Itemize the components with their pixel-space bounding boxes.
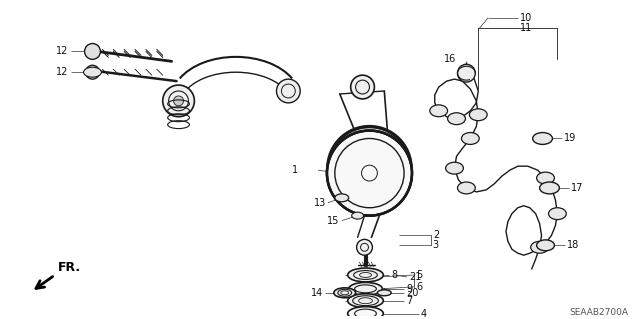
Ellipse shape	[334, 288, 356, 298]
Text: 15: 15	[328, 216, 340, 226]
Text: 13: 13	[314, 198, 326, 208]
Text: 9: 9	[406, 284, 412, 294]
Text: 14: 14	[310, 288, 323, 298]
Ellipse shape	[469, 109, 487, 121]
Circle shape	[356, 239, 372, 255]
Text: 18: 18	[567, 240, 580, 250]
Ellipse shape	[458, 182, 476, 194]
Ellipse shape	[84, 67, 101, 77]
Text: 17: 17	[572, 183, 584, 193]
Text: 21: 21	[409, 272, 421, 282]
Circle shape	[84, 43, 100, 59]
Ellipse shape	[349, 282, 382, 295]
Text: 1: 1	[292, 165, 298, 175]
Ellipse shape	[532, 133, 552, 145]
Text: 10: 10	[520, 13, 532, 23]
Text: 12: 12	[56, 67, 68, 77]
Text: 3: 3	[433, 240, 439, 250]
Ellipse shape	[351, 212, 364, 219]
Ellipse shape	[445, 162, 463, 174]
Ellipse shape	[430, 105, 447, 117]
Circle shape	[327, 130, 412, 216]
Text: 16: 16	[444, 54, 456, 64]
Text: 7: 7	[406, 296, 412, 306]
Ellipse shape	[447, 113, 465, 125]
Text: 19: 19	[564, 133, 577, 144]
Text: 20: 20	[406, 288, 419, 298]
Ellipse shape	[536, 240, 554, 251]
Circle shape	[458, 64, 476, 82]
Text: 12: 12	[56, 47, 68, 56]
Text: FR.: FR.	[58, 261, 81, 274]
Ellipse shape	[536, 172, 554, 184]
Ellipse shape	[461, 133, 479, 145]
Ellipse shape	[531, 241, 548, 253]
Ellipse shape	[348, 268, 383, 282]
Text: 2: 2	[433, 230, 439, 241]
Text: SEAAB2700A: SEAAB2700A	[570, 308, 628, 317]
Circle shape	[276, 79, 300, 103]
Text: 5: 5	[416, 270, 422, 280]
Circle shape	[173, 96, 184, 106]
Text: 6: 6	[416, 282, 422, 292]
Circle shape	[351, 75, 374, 99]
Text: 4: 4	[421, 308, 427, 319]
Ellipse shape	[348, 307, 383, 319]
Text: 11: 11	[520, 23, 532, 33]
Ellipse shape	[540, 182, 559, 194]
Ellipse shape	[548, 208, 566, 219]
Ellipse shape	[348, 294, 383, 308]
Circle shape	[86, 65, 99, 79]
Ellipse shape	[335, 194, 349, 202]
Ellipse shape	[378, 290, 391, 296]
Text: 8: 8	[391, 270, 397, 280]
Circle shape	[163, 85, 195, 117]
